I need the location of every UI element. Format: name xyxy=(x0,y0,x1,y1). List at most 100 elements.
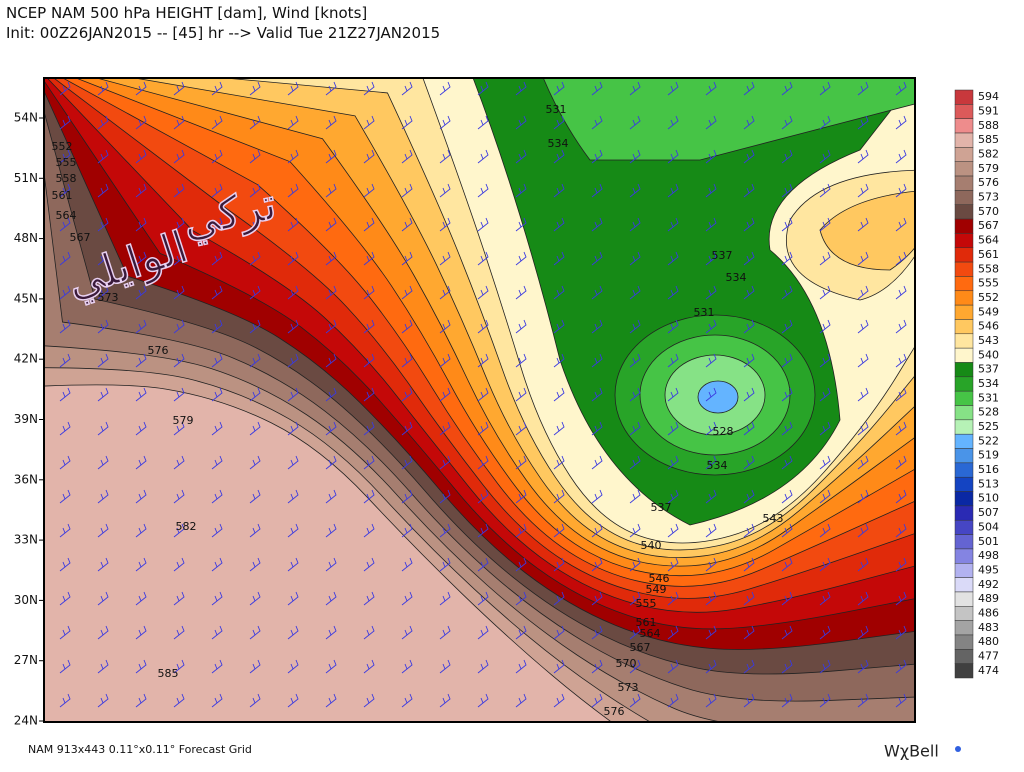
wind-barb xyxy=(135,455,147,470)
wind-barb xyxy=(819,217,831,232)
wind-barb xyxy=(59,523,71,538)
wind-barb xyxy=(97,149,109,164)
low-ring xyxy=(697,380,739,414)
colorbar-swatch xyxy=(954,362,974,378)
wind-barb xyxy=(667,421,679,436)
wind-barb xyxy=(401,319,413,334)
wind-barb xyxy=(287,319,299,334)
wind-barb xyxy=(819,489,831,504)
wind-barb xyxy=(515,285,527,300)
wind-barb xyxy=(59,285,71,300)
wind-barb xyxy=(743,183,755,198)
wind-barb xyxy=(135,353,147,368)
wind-barb xyxy=(553,115,565,130)
wind-barb xyxy=(173,319,185,334)
wind-barb xyxy=(287,489,299,504)
wind-barb xyxy=(363,285,375,300)
colorbar-label: 525 xyxy=(978,420,999,433)
colorbar-label: 546 xyxy=(978,320,999,333)
wind-barb xyxy=(515,523,527,538)
wind-barb xyxy=(173,115,185,130)
wind-barb xyxy=(667,557,679,572)
wind-barb xyxy=(857,81,869,96)
wind-barb xyxy=(819,421,831,436)
wind-barb xyxy=(895,115,907,130)
wind-barb xyxy=(515,115,527,130)
wind-barb xyxy=(667,285,679,300)
wind-barb xyxy=(59,489,71,504)
wind-barb xyxy=(629,693,641,708)
wind-barb xyxy=(515,625,527,640)
wind-barb xyxy=(629,387,641,402)
wind-barb xyxy=(819,523,831,538)
wind-barb xyxy=(895,523,907,538)
wind-barb xyxy=(629,217,641,232)
wind-barb xyxy=(97,285,109,300)
wind-barb xyxy=(249,421,261,436)
wind-barb xyxy=(97,591,109,606)
colorbar-swatch xyxy=(954,204,974,220)
wind-barb xyxy=(211,217,223,232)
wind-barb xyxy=(249,523,261,538)
contour-label: 531 xyxy=(546,103,567,116)
wind-barb xyxy=(781,489,793,504)
wind-barb xyxy=(629,285,641,300)
wind-barb xyxy=(325,693,337,708)
wind-barb xyxy=(743,251,755,266)
wind-barb xyxy=(591,557,603,572)
wind-barb xyxy=(819,557,831,572)
wind-barb xyxy=(515,81,527,96)
wind-barb xyxy=(477,455,489,470)
wind-barb xyxy=(59,183,71,198)
wind-barb xyxy=(591,659,603,674)
wind-barb xyxy=(135,251,147,266)
wind-barb xyxy=(173,353,185,368)
wind-barb xyxy=(705,319,717,334)
wind-barb xyxy=(477,387,489,402)
colorbar-label: 591 xyxy=(978,105,999,118)
colorbar-swatch xyxy=(954,476,974,492)
wind-barb xyxy=(249,353,261,368)
colorbar-label: 501 xyxy=(978,535,999,548)
colorbar-swatch xyxy=(954,319,974,335)
wind-barb xyxy=(477,693,489,708)
wind-barb xyxy=(515,319,527,334)
wind-barb xyxy=(59,693,71,708)
wind-barb xyxy=(705,625,717,640)
wind-barb xyxy=(819,115,831,130)
wind-barb xyxy=(895,149,907,164)
wind-barb xyxy=(97,387,109,402)
wind-barb xyxy=(895,251,907,266)
wind-barb xyxy=(553,489,565,504)
wind-barb xyxy=(857,489,869,504)
wind-barb xyxy=(249,591,261,606)
wind-barb xyxy=(819,455,831,470)
wind-barb xyxy=(895,591,907,606)
wind-barb xyxy=(553,557,565,572)
wind-barb xyxy=(135,557,147,572)
wind-barb xyxy=(705,353,717,368)
wind-barb xyxy=(743,489,755,504)
wind-barb xyxy=(173,625,185,640)
colorbar-swatch xyxy=(954,333,974,349)
wind-barb xyxy=(743,591,755,606)
wind-barb xyxy=(477,591,489,606)
wind-barb xyxy=(439,387,451,402)
wind-barb xyxy=(857,455,869,470)
wind-barb xyxy=(439,523,451,538)
wind-barb xyxy=(363,217,375,232)
contour-label: 537 xyxy=(651,501,672,514)
colorbar-label: 558 xyxy=(978,262,999,275)
wind-barb xyxy=(591,693,603,708)
wind-barb xyxy=(173,285,185,300)
wind-barb xyxy=(59,251,71,266)
contour-label: 531 xyxy=(694,306,715,319)
contour-label: 528 xyxy=(713,425,734,438)
wind-barb xyxy=(667,455,679,470)
wind-barb xyxy=(743,353,755,368)
wind-barb xyxy=(895,319,907,334)
wind-barb xyxy=(211,149,223,164)
wind-barb xyxy=(477,115,489,130)
wind-barb xyxy=(439,693,451,708)
